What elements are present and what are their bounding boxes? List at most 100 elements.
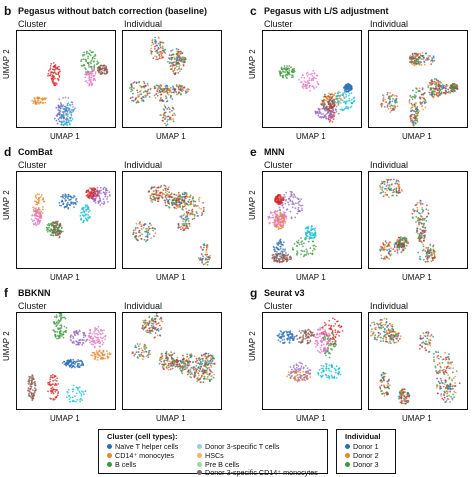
umap-point [383, 183, 386, 185]
umap-point [190, 366, 193, 369]
umap-point [56, 220, 59, 223]
umap-point [60, 120, 62, 123]
umap-point [53, 225, 56, 228]
umap-point [310, 229, 312, 232]
umap-point [47, 74, 49, 77]
umap-point [344, 87, 347, 90]
umap-point [153, 85, 156, 88]
umap-point [308, 231, 311, 234]
umap-point [28, 378, 30, 381]
umap-point [159, 359, 161, 361]
umap-point [164, 196, 167, 198]
umap-point [414, 106, 417, 109]
umap-point [434, 83, 436, 86]
umap-point [51, 75, 53, 78]
umap-point [89, 336, 92, 338]
umap-point [419, 101, 422, 104]
umap-point [161, 45, 164, 48]
umap-point [174, 67, 177, 69]
umap-point [56, 229, 59, 232]
umap-point [187, 196, 189, 198]
umap-point [181, 367, 184, 370]
umap-point [280, 227, 283, 230]
umap-point [160, 317, 162, 319]
umap-point [205, 251, 208, 253]
umap-point [394, 250, 396, 252]
umap-point [307, 73, 310, 76]
umap-point [384, 258, 386, 260]
umap-point [204, 362, 207, 365]
umap-point [201, 260, 203, 263]
umap-point [169, 61, 171, 64]
umap-point [425, 247, 428, 249]
umap-point [309, 84, 311, 87]
umap-point [184, 368, 187, 370]
umap-point [393, 245, 396, 247]
umap-point [294, 216, 297, 219]
umap-point [141, 233, 143, 236]
umap-point [31, 389, 34, 391]
umap-point [188, 359, 190, 362]
umap-point [392, 248, 395, 251]
umap-point [209, 254, 211, 257]
umap-point [306, 75, 309, 77]
umap-point [206, 247, 208, 250]
umap-point [57, 337, 60, 340]
umap-point [415, 112, 418, 115]
umap-point [42, 206, 44, 208]
umap-point [305, 231, 308, 234]
umap-point [309, 73, 312, 76]
umap-point [151, 50, 153, 53]
umap-point [305, 237, 308, 240]
umap-point [39, 101, 42, 104]
umap-point [62, 336, 65, 339]
umap-point [167, 202, 170, 204]
umap-point [415, 63, 418, 66]
umap-point [86, 62, 89, 64]
umap-point [393, 246, 396, 249]
umap-point [303, 242, 305, 245]
umap-cluster [379, 91, 399, 113]
umap-point [426, 215, 428, 218]
umap-point [36, 201, 39, 204]
umap-point [81, 390, 83, 393]
umap-point [165, 95, 167, 97]
umap-point [432, 96, 435, 99]
umap-point [169, 354, 171, 357]
umap-point [66, 121, 68, 124]
umap-point [278, 72, 281, 74]
umap-point [33, 215, 36, 217]
umap-point [69, 117, 72, 120]
umap-point [348, 99, 351, 102]
umap-point [49, 380, 51, 383]
umap-cluster [87, 325, 107, 349]
umap-point [423, 60, 425, 63]
umap-point [37, 101, 39, 104]
umap-point [380, 105, 383, 108]
umap-point [415, 91, 418, 94]
umap-point [427, 213, 430, 215]
umap-point [419, 199, 422, 202]
umap-point [206, 253, 208, 256]
umap-point [441, 86, 443, 89]
umap-point [411, 104, 414, 106]
umap-point [161, 355, 163, 358]
umap-point [97, 190, 100, 193]
umap-point [332, 112, 335, 114]
cluster-scatter [267, 190, 317, 264]
umap-point [67, 361, 69, 364]
umap-point [210, 362, 213, 364]
umap-point [271, 214, 274, 217]
umap-point [157, 37, 160, 39]
umap-point [82, 221, 84, 224]
umap-point [168, 116, 171, 119]
umap-point [185, 364, 188, 367]
umap-point [187, 211, 190, 214]
umap-point [348, 93, 351, 95]
umap-point [173, 352, 176, 355]
umap-point [140, 223, 142, 226]
umap-cluster [169, 84, 190, 96]
umap-point [189, 194, 192, 197]
umap-point [176, 93, 178, 96]
umap-point [186, 361, 189, 363]
